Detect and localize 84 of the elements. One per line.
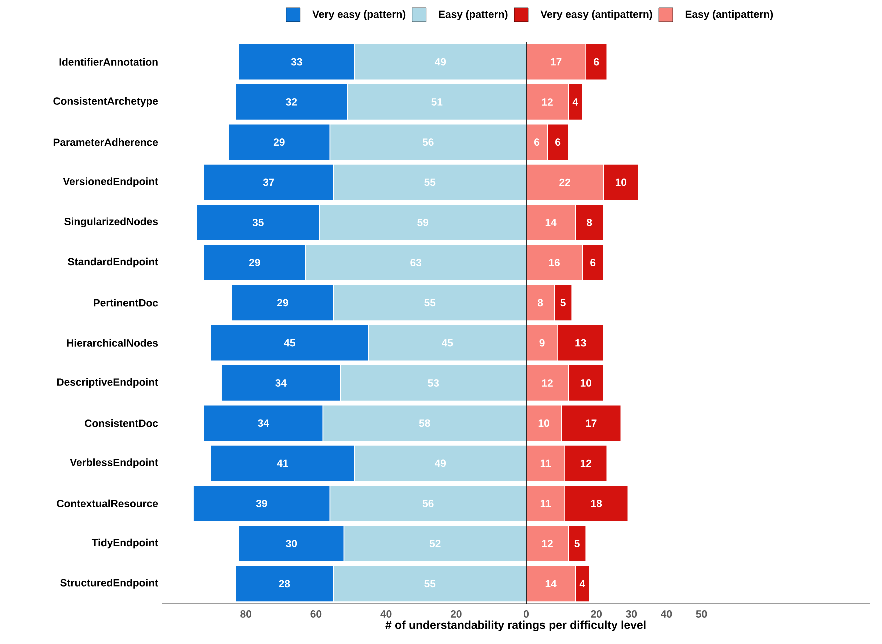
legend-label: Very easy (pattern) [312,10,406,20]
data-label: 5 [560,299,566,307]
y-tick-label: ContextualResource [57,500,158,508]
y-tick-label: ParameterAdherence [54,138,158,146]
data-label: 56 [422,500,434,508]
data-label: 17 [551,58,562,66]
x-tick-label: 80 [240,610,252,618]
data-label: 29 [274,138,285,146]
x-tick-label: 60 [310,610,322,618]
legend-label: Very easy (antipattern) [540,10,652,20]
y-tick-label: IdentifierAnnotation [60,58,158,66]
data-label: 6 [534,138,540,146]
data-label: 39 [256,500,268,508]
data-label: 49 [434,460,446,468]
data-label: 34 [258,420,270,428]
y-tick-label: PertinentDoc [94,299,158,307]
data-label: 17 [586,420,597,427]
data-label: 59 [418,218,429,226]
data-label: 6 [594,58,600,66]
x-tick-label: 40 [661,610,672,618]
data-label: 55 [424,580,436,588]
data-label: 12 [542,540,553,548]
data-label: 22 [560,178,570,186]
y-tick-label: ConsistentArchetype [54,97,158,108]
data-label: 11 [540,460,552,468]
data-label: 12 [542,380,553,387]
data-label: 55 [424,178,436,186]
data-label: 16 [549,259,560,266]
data-label: 34 [276,380,287,387]
y-tick-label: DescriptiveEndpoint [57,378,158,388]
data-label: 13 [576,339,586,347]
data-label: 29 [277,299,288,307]
data-label: 49 [434,58,446,66]
data-label: 41 [277,460,288,468]
x-tick-label: 20 [450,610,462,618]
y-tick-label: HierarchicalNodes [67,339,158,347]
data-label: 53 [428,380,440,387]
data-label: 10 [616,178,627,186]
data-label: 12 [542,98,553,106]
data-label: 10 [538,420,550,428]
y-tick-label: VerblessEndpoint [70,458,158,468]
data-label: 6 [556,138,561,146]
data-label: 32 [286,98,298,106]
data-label: 4 [572,98,578,106]
x-axis-title: # of understandability ratings per difficulty level [386,620,646,632]
data-label: 55 [424,299,436,307]
data-label: 10 [580,380,592,387]
data-label: 37 [263,178,274,186]
y-tick-label: VersionedEndpoint [63,178,158,188]
x-tick-label: 0 [524,610,529,618]
y-tick-label: ConsistentDoc [85,420,158,428]
data-label: 9 [540,339,545,347]
legend-label: Easy (pattern) [439,10,508,20]
data-label: 14 [546,580,557,588]
data-label: 45 [284,339,296,347]
legend-label: Easy (antipattern) [686,10,774,20]
y-tick-label: TidyEndpoint [92,538,158,549]
data-label: 52 [430,540,441,548]
x-tick-label: 40 [380,610,392,618]
data-label: 45 [442,339,454,347]
data-label: 51 [432,98,443,106]
data-label: 28 [279,580,290,588]
data-label: 58 [419,420,430,428]
data-label: 18 [591,500,602,508]
data-label: 33 [291,58,302,66]
x-tick-label: 30 [626,610,638,618]
data-label: 8 [538,299,544,307]
data-label: 12 [580,460,592,468]
data-label: 30 [286,540,298,548]
y-tick-label: SingularizedNodes [64,218,158,228]
y-tick-label: StandardEndpoint [68,258,158,268]
data-label: 6 [590,259,596,266]
data-label: 11 [540,500,552,508]
data-label: 63 [410,259,422,267]
y-tick-label: StructuredEndpoint [60,579,158,589]
data-label: 8 [587,218,592,226]
x-tick-label: 20 [591,610,602,618]
x-tick-label: 50 [696,610,708,618]
data-label: 29 [249,259,260,266]
data-label: 4 [580,580,586,588]
data-label: 56 [422,138,434,146]
data-label: 35 [252,218,264,226]
data-label: 14 [546,219,557,226]
data-label: 5 [574,540,580,548]
